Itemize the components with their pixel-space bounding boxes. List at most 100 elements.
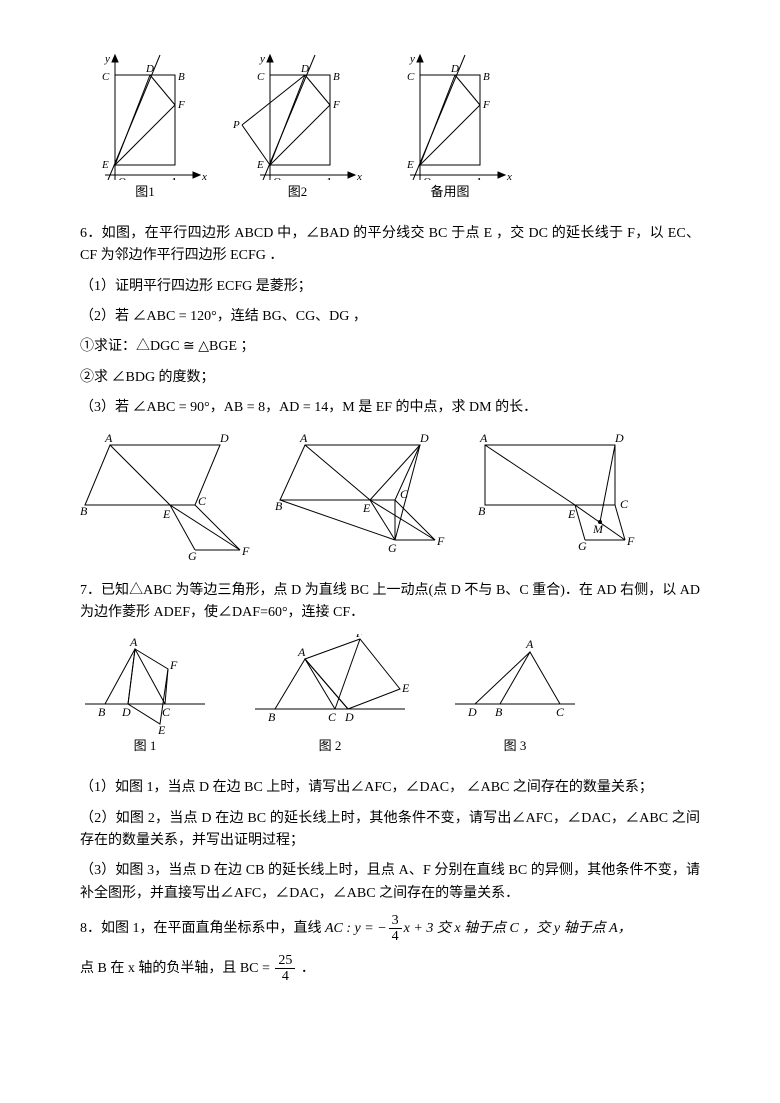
- svg-text:O: O: [273, 176, 281, 180]
- svg-text:C: C: [198, 494, 207, 508]
- figure-q7-1: A B D C F E 图 1: [80, 634, 210, 757]
- svg-text:D: D: [219, 431, 229, 445]
- q8-intro-pre: 8．如图 1，在平面直角坐标系中，直线: [80, 921, 325, 936]
- caption-top-1: 图1: [80, 182, 210, 203]
- q8-eq-label: AC : y = −: [325, 921, 387, 936]
- svg-text:O: O: [118, 176, 126, 180]
- q6-part1: （1）证明平行四边形 ECFG 是菱形；: [80, 276, 700, 298]
- svg-text:D: D: [121, 705, 131, 719]
- svg-text:D: D: [467, 705, 477, 719]
- q8-line2-pre: 点 B 在 x 轴的负半轴，且 BC =: [80, 961, 273, 976]
- svg-text:E: E: [157, 723, 166, 734]
- svg-fig-top-2: C D B F E O A P x y: [230, 50, 365, 180]
- svg-text:E: E: [256, 159, 264, 171]
- q6-part3: （3）若 ∠ABC = 90°，AB = 8，AD = 14，M 是 EF 的中…: [80, 397, 700, 419]
- svg-text:D: D: [419, 431, 429, 445]
- svg-text:A: A: [525, 637, 534, 651]
- svg-text:F: F: [177, 99, 185, 111]
- svg-text:A: A: [104, 431, 113, 445]
- svg-text:B: B: [268, 710, 276, 724]
- q7-part1: （1）如图 1，当点 D 在边 BC 上时，请写出∠AFC，∠DAC， ∠ABC…: [80, 777, 700, 799]
- q7-part2: （2）如图 2，当点 D 在边 BC 的延长线上时，其他条件不变，请写出∠AFC…: [80, 808, 700, 853]
- svg-fig-top-3: C D B F E O A x y: [385, 50, 515, 180]
- figure-q7-3: A D B C 图 3: [450, 634, 580, 757]
- svg-text:A: A: [479, 431, 488, 445]
- q8-frac2-den: 4: [275, 969, 295, 984]
- svg-text:E: E: [401, 681, 410, 695]
- caption-q7-3: 图 3: [450, 736, 580, 757]
- svg-text:C: C: [102, 71, 110, 83]
- svg-text:D: D: [145, 63, 154, 75]
- svg-text:A: A: [297, 645, 306, 659]
- svg-text:F: F: [169, 658, 178, 672]
- svg-text:M: M: [592, 522, 604, 536]
- figure-top-2: C D B F E O A P x y 图2: [230, 50, 365, 203]
- caption-q7-2: 图 2: [250, 736, 410, 757]
- svg-text:x: x: [356, 171, 362, 180]
- svg-text:F: F: [436, 534, 445, 548]
- figure-row-q6: A D B E C G F: [80, 430, 700, 560]
- svg-text:A: A: [324, 176, 332, 180]
- q6-part2-2: ②求 ∠BDG 的度数；: [80, 367, 700, 389]
- svg-text:B: B: [178, 71, 185, 83]
- svg-text:y: y: [409, 53, 415, 65]
- svg-text:E: E: [162, 507, 171, 521]
- svg-text:x: x: [201, 171, 207, 180]
- svg-text:A: A: [474, 176, 482, 180]
- figure-row-top: C D B F E O A x y 图1: [80, 50, 700, 203]
- caption-q7-1: 图 1: [80, 736, 210, 757]
- figure-q6-2: A D B E C G F: [275, 430, 455, 560]
- figure-q6-1: A D B E C G F: [80, 430, 255, 560]
- q8-frac2-num: 25: [275, 953, 295, 969]
- svg-text:B: B: [98, 705, 106, 719]
- svg-text:C: C: [556, 705, 565, 719]
- svg-text:E: E: [101, 159, 109, 171]
- svg-text:G: G: [578, 539, 587, 553]
- figure-top-1: C D B F E O A x y 图1: [80, 50, 210, 203]
- svg-text:D: D: [344, 710, 354, 724]
- figure-q7-2: A B C D F E 图 2: [250, 634, 410, 757]
- svg-text:y: y: [259, 53, 265, 65]
- q7-part3: （3）如图 3，当点 D 在边 CB 的延长线上时，且点 A、F 分别在直线 B…: [80, 860, 700, 905]
- svg-text:G: G: [388, 541, 397, 555]
- svg-text:F: F: [626, 534, 635, 548]
- q8-line2-post: ．: [297, 961, 315, 976]
- q8-line1: 8．如图 1，在平面直角坐标系中，直线 AC : y = −34x + 3 交 …: [80, 913, 700, 945]
- svg-text:A: A: [299, 431, 308, 445]
- svg-text:D: D: [450, 63, 459, 75]
- svg-text:O: O: [423, 176, 431, 180]
- q8-frac2: 254: [275, 953, 295, 985]
- q6-intro: 6．如图，在平行四边形 ABCD 中，∠BAD 的平分线交 BC 于点 E ，交…: [80, 223, 700, 268]
- svg-text:C: C: [407, 71, 415, 83]
- svg-text:A: A: [129, 635, 138, 649]
- svg-text:B: B: [333, 71, 340, 83]
- svg-text:B: B: [275, 499, 283, 513]
- caption-top-2: 图2: [230, 182, 365, 203]
- figure-top-3: C D B F E O A x y 备用图: [385, 50, 515, 203]
- figure-q6-3: A D B E C G F M: [475, 430, 640, 560]
- svg-text:C: C: [257, 71, 265, 83]
- svg-text:F: F: [355, 634, 364, 640]
- svg-text:G: G: [188, 549, 197, 560]
- q8-intro-mid: x + 3 交 x 轴于点 C ，交 y 轴于点 A，: [404, 921, 632, 936]
- svg-text:C: C: [328, 710, 337, 724]
- svg-text:C: C: [400, 487, 409, 501]
- svg-text:F: F: [482, 99, 490, 111]
- svg-text:P: P: [232, 119, 240, 131]
- svg-text:A: A: [169, 176, 177, 180]
- svg-text:y: y: [104, 53, 110, 65]
- q6-part2-intro: （2）若 ∠ABC = 120°，连结 BG、CG、DG ，: [80, 306, 700, 328]
- svg-text:D: D: [300, 63, 309, 75]
- page-content: C D B F E O A x y 图1: [0, 0, 780, 1033]
- svg-text:x: x: [506, 171, 512, 180]
- caption-top-3: 备用图: [385, 182, 515, 203]
- q6-part2-1: ①求证：△DGC ≅ △BGE ；: [80, 336, 700, 358]
- q7-intro: 7．已知△ABC 为等边三角形，点 D 为直线 BC 上一动点(点 D 不与 B…: [80, 580, 700, 625]
- q8-frac1-num: 3: [389, 913, 402, 929]
- svg-text:F: F: [241, 544, 250, 558]
- svg-text:C: C: [620, 497, 629, 511]
- svg-text:D: D: [614, 431, 624, 445]
- svg-text:B: B: [495, 705, 503, 719]
- q8-frac1-den: 4: [389, 929, 402, 944]
- svg-text:E: E: [406, 159, 414, 171]
